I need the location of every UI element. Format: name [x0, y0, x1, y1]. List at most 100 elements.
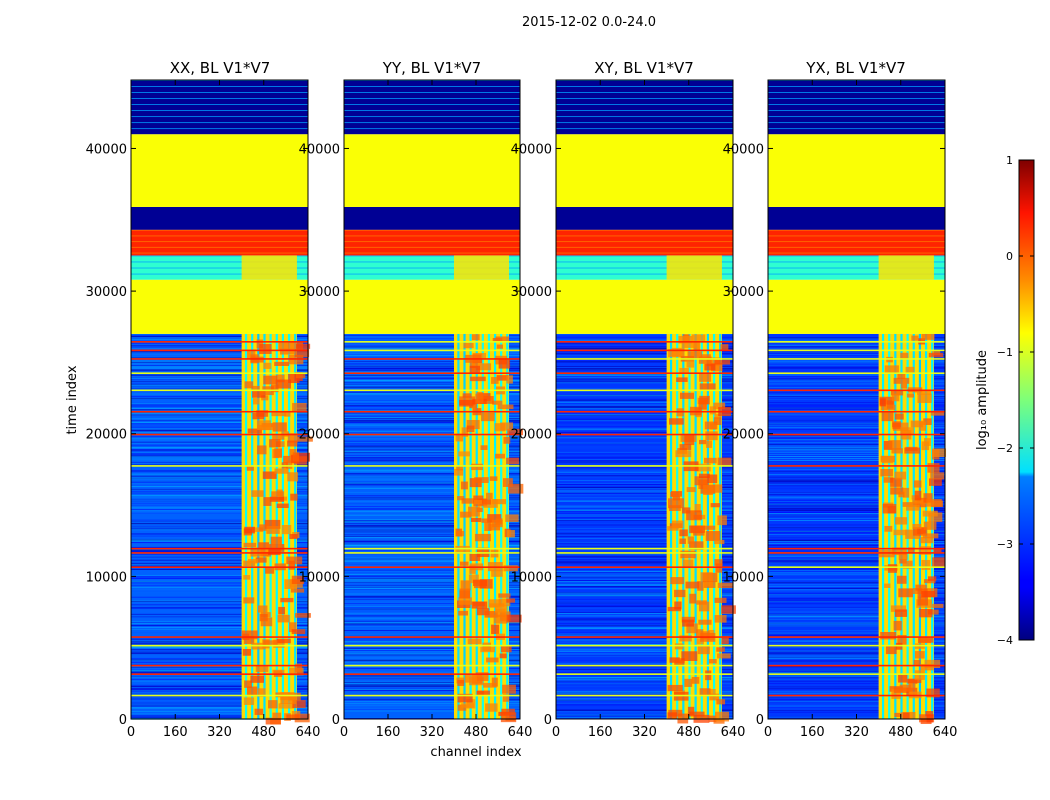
- rfi-blob: [679, 367, 689, 374]
- rfi-blob: [248, 559, 259, 564]
- noise-row: [131, 574, 308, 576]
- noise-row: [131, 662, 308, 664]
- noise-row: [131, 621, 308, 623]
- rfi-blob: [263, 375, 278, 385]
- noise-row: [344, 451, 520, 453]
- rfi-blob: [458, 597, 472, 605]
- noise-row: [768, 369, 945, 371]
- noise-row: [344, 578, 520, 580]
- noise-row: [556, 417, 733, 419]
- time-band: [768, 80, 945, 135]
- rfi-blob: [890, 477, 902, 487]
- rfi-blob: [506, 614, 522, 623]
- noise-row: [344, 491, 520, 493]
- noise-row: [768, 428, 945, 430]
- time-band: [131, 279, 308, 334]
- noise-row: [344, 634, 520, 636]
- rfi-blob: [699, 383, 716, 390]
- noise-row: [344, 602, 520, 604]
- flag-line: [768, 673, 945, 675]
- noise-row: [556, 587, 733, 589]
- noise-row: [556, 393, 733, 395]
- noise-row: [768, 384, 945, 386]
- noise-row: [768, 378, 945, 379]
- noise-row: [131, 649, 308, 651]
- rfi-blob: [714, 413, 722, 419]
- noise-row: [131, 335, 308, 337]
- noise-row: [556, 679, 733, 681]
- noise-row: [556, 375, 733, 376]
- band-stripe: [556, 241, 733, 243]
- flag-line: [344, 644, 520, 647]
- noise-row: [344, 363, 520, 365]
- colorbar-gradient: [1018, 159, 1035, 641]
- rfi-blob: [714, 615, 727, 623]
- noise-row: [131, 690, 308, 692]
- band-stripe: [344, 241, 520, 243]
- noise-row: [556, 607, 733, 609]
- noise-row: [131, 641, 308, 643]
- noise-row: [768, 478, 945, 480]
- noise-row: [556, 537, 733, 539]
- rfi-blob: [286, 556, 303, 565]
- rfi-blob: [672, 496, 681, 501]
- rfi-blob: [887, 564, 898, 573]
- rfi-blob: [920, 536, 934, 544]
- noise-row: [344, 698, 520, 700]
- noise-row: [556, 486, 733, 488]
- noise-row: [131, 356, 308, 358]
- rfi-blob: [929, 478, 942, 486]
- rfi-blob: [884, 525, 893, 532]
- noise-row: [768, 675, 945, 677]
- noise-row: [344, 544, 520, 545]
- noise-row: [768, 514, 945, 516]
- rfi-blob: [687, 706, 695, 716]
- noise-row: [768, 672, 945, 674]
- rfi-blob: [455, 433, 464, 442]
- noise-row: [131, 591, 308, 593]
- rfi-blob: [262, 551, 271, 557]
- noise-row: [131, 352, 308, 353]
- noise-row: [344, 523, 520, 525]
- noise-row: [556, 515, 733, 517]
- noise-row: [344, 662, 520, 664]
- noise-row: [768, 605, 945, 607]
- rfi-blob: [668, 498, 684, 509]
- noise-row: [556, 461, 733, 463]
- noise-row: [768, 539, 945, 541]
- rfi-blob: [261, 395, 269, 401]
- noise-row: [768, 693, 945, 695]
- noise-row: [768, 640, 945, 642]
- y-tick-label: 0: [332, 713, 340, 728]
- noise-row: [768, 677, 945, 679]
- rfi-blob: [505, 514, 519, 522]
- noise-row: [131, 538, 308, 539]
- noise-row: [556, 343, 733, 345]
- noise-row: [556, 653, 733, 655]
- band-stripe: [344, 128, 520, 130]
- noise-row: [344, 686, 520, 688]
- noise-row: [131, 659, 308, 661]
- noise-row: [344, 623, 520, 625]
- rfi-blob: [271, 491, 285, 501]
- rfi-blob: [892, 547, 907, 556]
- flag-line: [344, 694, 520, 697]
- rfi-blob: [251, 490, 264, 497]
- noise-row: [131, 627, 308, 628]
- noise-row: [556, 342, 733, 344]
- noise-row: [556, 501, 733, 502]
- noise-row: [556, 556, 733, 558]
- rfi-blob: [880, 631, 897, 640]
- noise-row: [131, 612, 308, 614]
- noise-row: [131, 364, 308, 366]
- noise-row: [556, 445, 733, 447]
- noise-row: [344, 381, 520, 383]
- rfi-blob: [263, 497, 272, 506]
- rfi-blob: [883, 477, 894, 483]
- colorbar-ticks: 10−1−2−3−4: [997, 154, 1034, 647]
- noise-row: [344, 475, 520, 477]
- noise-row: [131, 698, 308, 700]
- noise-row: [768, 512, 945, 514]
- noise-row: [556, 458, 733, 459]
- noise-row: [768, 409, 945, 410]
